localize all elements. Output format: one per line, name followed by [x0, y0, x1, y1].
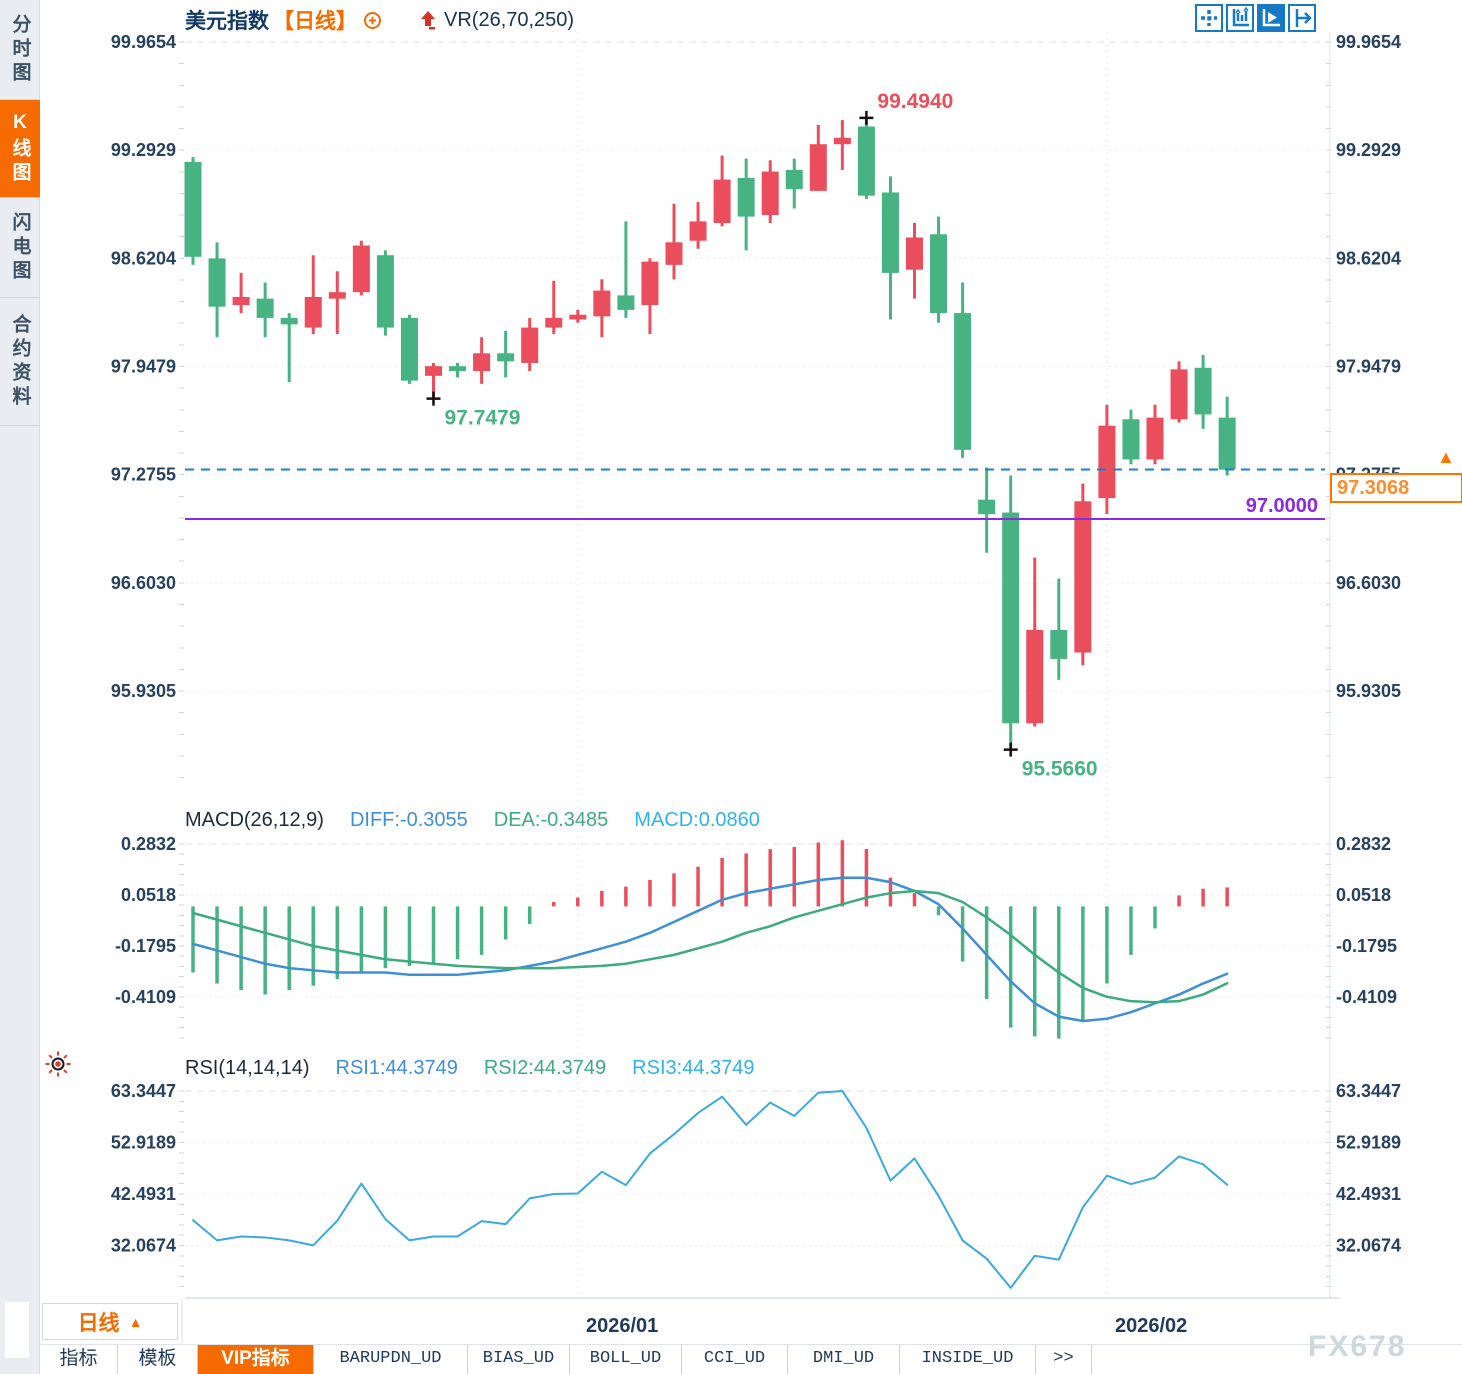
- chevron-up-icon: ▲: [128, 1313, 143, 1330]
- tab-templates[interactable]: 模板: [118, 1345, 198, 1374]
- svg-text:99.2929: 99.2929: [111, 140, 176, 160]
- sidebar-item-kline-chart[interactable]: K线图: [0, 100, 40, 198]
- svg-text:99.9654: 99.9654: [1336, 32, 1401, 52]
- tab-inside-ud[interactable]: INSIDE_UD: [900, 1345, 1036, 1374]
- svg-text:97.9479: 97.9479: [111, 357, 176, 377]
- svg-text:-0.1795: -0.1795: [1336, 936, 1397, 956]
- support-level-label: 97.0000: [1245, 495, 1318, 517]
- tab-dmi-ud[interactable]: DMI_UD: [788, 1345, 900, 1374]
- svg-text:-0.4109: -0.4109: [1336, 987, 1397, 1007]
- svg-text:97.9479: 97.9479: [1336, 357, 1401, 377]
- svg-text:97.7479: 97.7479: [445, 407, 521, 430]
- svg-text:95.9305: 95.9305: [111, 681, 176, 701]
- macd-hist-value: MACD:0.0860: [634, 809, 760, 831]
- tab-boll-ud[interactable]: BOLL_UD: [570, 1345, 682, 1374]
- svg-text:99.9654: 99.9654: [111, 32, 176, 52]
- svg-text:96.6030: 96.6030: [111, 573, 176, 593]
- tab-indicators[interactable]: 指标: [40, 1345, 118, 1374]
- circle-plus-icon[interactable]: [363, 11, 382, 30]
- svg-text:2026/01: 2026/01: [586, 1315, 658, 1337]
- axis-scale-icon: [1232, 6, 1249, 27]
- axis-scale-button[interactable]: [1226, 4, 1254, 32]
- sidebar-item-contract-info[interactable]: 合约资料: [0, 298, 40, 426]
- red-up-arrow-icon: [420, 10, 436, 30]
- indicator-tab-bar: 指标 模板 VIP指标 BARUPDN_UD BIAS_UD BOLL_UD C…: [40, 1344, 1462, 1374]
- svg-text:-0.4109: -0.4109: [115, 987, 176, 1007]
- pan-crosshair-button[interactable]: [1195, 4, 1223, 32]
- symbol-title: 美元指数: [185, 10, 269, 33]
- axis-shift-icon: [1295, 9, 1312, 27]
- period-selector[interactable]: 日线 ▲: [42, 1303, 178, 1340]
- axis-play-button[interactable]: [1257, 4, 1285, 32]
- alert-sun-icon: [44, 1050, 72, 1083]
- sidebar-item-time-chart[interactable]: 分时图: [0, 0, 40, 100]
- svg-text:42.4931: 42.4931: [111, 1184, 176, 1204]
- rsi2-value: RSI2:44.3749: [483, 1057, 607, 1079]
- sidebar-item-label: 闪电图: [9, 211, 31, 284]
- tab-cci-ud[interactable]: CCI_UD: [682, 1345, 788, 1374]
- macd-dea-value: DEA:-0.3485: [493, 809, 609, 831]
- chart-header: 美元指数 【日线】 VR(26,70,250): [185, 5, 574, 35]
- svg-text:95.9305: 95.9305: [1336, 681, 1401, 701]
- watermark-logo: FX678: [1308, 1330, 1407, 1363]
- svg-text:63.3447: 63.3447: [1336, 1081, 1401, 1101]
- left-sidebar: 分时图 K线图 闪电图 合约资料: [0, 0, 40, 1374]
- macd-header: MACD(26,12,9) DIFF:-0.3055 DEA:-0.3485 M…: [185, 809, 760, 832]
- rsi-header: RSI(14,14,14) RSI1:44.3749 RSI2:44.3749 …: [185, 1057, 755, 1080]
- svg-text:98.6204: 98.6204: [1336, 248, 1401, 268]
- svg-text:63.3447: 63.3447: [111, 1081, 176, 1101]
- svg-text:0.0518: 0.0518: [1336, 885, 1391, 905]
- svg-text:42.4931: 42.4931: [1336, 1184, 1401, 1204]
- sidebar-item-label: K线图: [9, 111, 31, 186]
- sidebar-item-label: 合约资料: [9, 313, 31, 410]
- svg-text:2026/02: 2026/02: [1115, 1315, 1187, 1337]
- rsi-title: RSI(14,14,14): [185, 1057, 310, 1079]
- axis-play-icon: [1262, 9, 1280, 27]
- period-label: 日线: [77, 1311, 120, 1335]
- sidebar-item-label: 分时图: [9, 13, 31, 86]
- svg-text:96.6030: 96.6030: [1336, 573, 1401, 593]
- sidebar-bottom-handle[interactable]: [5, 1302, 29, 1358]
- macd-title: MACD(26,12,9): [185, 809, 324, 831]
- sidebar-item-flash-chart[interactable]: 闪电图: [0, 198, 40, 298]
- svg-text:98.6204: 98.6204: [111, 248, 176, 268]
- current-price-tag: 97.3068: [1330, 473, 1462, 503]
- svg-text:99.4940: 99.4940: [877, 90, 953, 113]
- svg-text:52.9189: 52.9189: [111, 1133, 176, 1153]
- rsi3-value: RSI3:44.3749: [632, 1057, 755, 1079]
- scroll-to-latest-arrow[interactable]: ▲: [1437, 447, 1455, 467]
- tab-more[interactable]: >>: [1036, 1345, 1092, 1374]
- svg-text:32.0674: 32.0674: [1336, 1236, 1401, 1256]
- period-bracket-label: 【日线】: [273, 10, 357, 33]
- svg-text:32.0674: 32.0674: [111, 1236, 176, 1256]
- tab-vip-indicators[interactable]: VIP指标: [198, 1345, 314, 1374]
- pan-crosshair-icon: [1201, 10, 1217, 26]
- axis-shift-button[interactable]: [1288, 4, 1316, 32]
- chart-toolbar: [1195, 4, 1316, 32]
- svg-text:0.0518: 0.0518: [121, 885, 176, 905]
- macd-diff-value: DIFF:-0.3055: [349, 809, 468, 831]
- svg-text:97.2755: 97.2755: [111, 465, 176, 485]
- svg-text:95.5660: 95.5660: [1022, 758, 1098, 781]
- rsi1-value: RSI1:44.3749: [335, 1057, 458, 1079]
- overlay-indicator-label: VR(26,70,250): [444, 8, 575, 31]
- svg-text:0.2832: 0.2832: [121, 834, 176, 854]
- tab-barupdn-ud[interactable]: BARUPDN_UD: [314, 1345, 468, 1374]
- svg-text:0.2832: 0.2832: [1336, 834, 1391, 854]
- svg-text:-0.1795: -0.1795: [115, 936, 176, 956]
- svg-text:99.2929: 99.2929: [1336, 140, 1401, 160]
- svg-text:52.9189: 52.9189: [1336, 1133, 1401, 1153]
- tab-bias-ud[interactable]: BIAS_UD: [468, 1345, 570, 1374]
